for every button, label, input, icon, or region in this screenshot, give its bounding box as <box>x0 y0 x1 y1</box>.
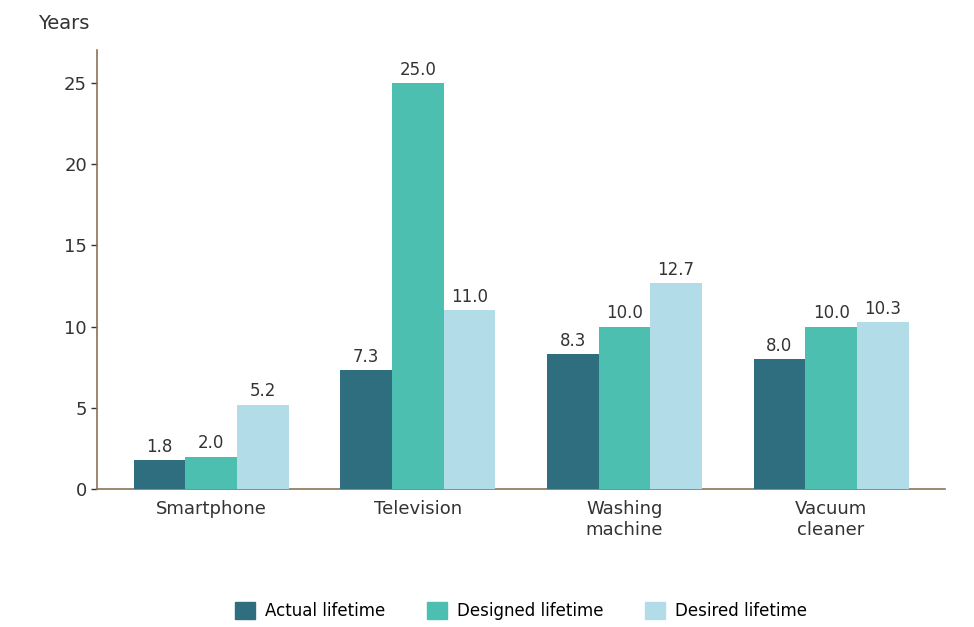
Bar <box>754 359 805 489</box>
Text: 2.0: 2.0 <box>198 435 224 453</box>
Text: 25.0: 25.0 <box>399 61 436 78</box>
Text: Years: Years <box>38 14 90 33</box>
Text: 8.3: 8.3 <box>560 332 586 350</box>
Text: 8.0: 8.0 <box>767 337 793 355</box>
Bar <box>651 283 702 489</box>
Text: 12.7: 12.7 <box>657 261 694 278</box>
Bar <box>599 327 651 489</box>
Text: 10.0: 10.0 <box>606 305 643 322</box>
Bar <box>392 83 443 489</box>
Bar <box>185 456 237 489</box>
Text: 5.2: 5.2 <box>249 382 276 401</box>
Bar <box>547 354 599 489</box>
Text: 7.3: 7.3 <box>353 349 379 366</box>
Bar <box>857 322 909 489</box>
Bar <box>443 310 495 489</box>
Text: 11.0: 11.0 <box>451 288 488 306</box>
Text: 1.8: 1.8 <box>146 438 172 456</box>
Bar <box>340 371 392 489</box>
Bar <box>237 404 288 489</box>
Bar <box>805 327 857 489</box>
Bar <box>133 460 185 489</box>
Text: 10.3: 10.3 <box>864 300 901 317</box>
Legend: Actual lifetime, Designed lifetime, Desired lifetime: Actual lifetime, Designed lifetime, Desi… <box>227 594 815 627</box>
Text: 10.0: 10.0 <box>812 305 849 322</box>
